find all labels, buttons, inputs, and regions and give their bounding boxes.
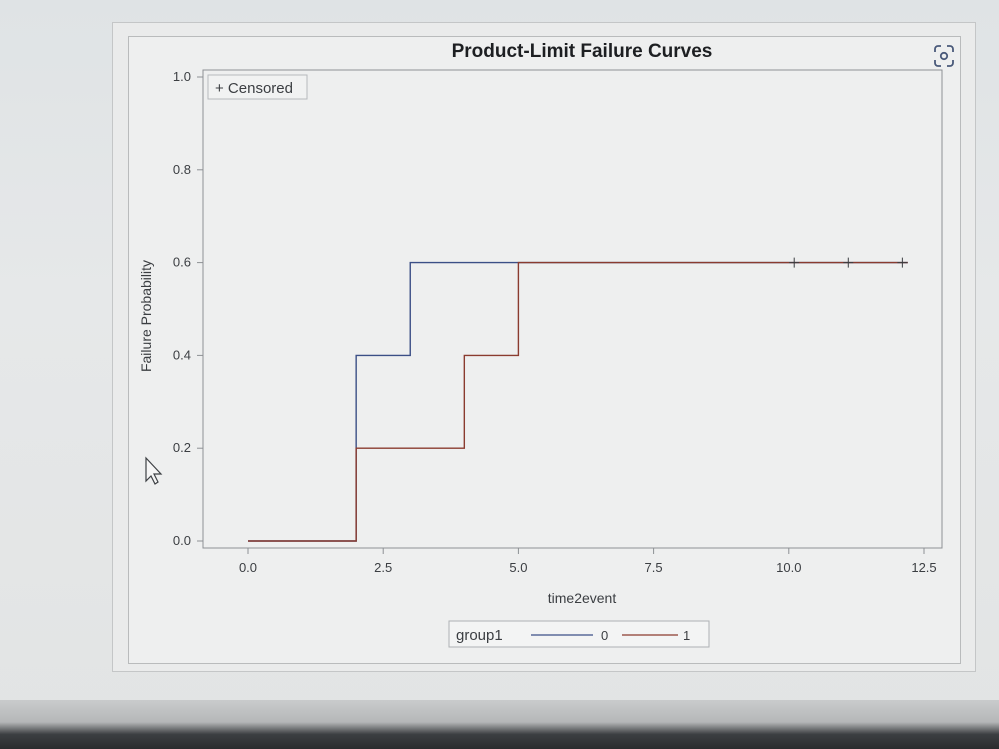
legend-label-1: 1 [683, 628, 690, 643]
series-1-line [248, 261, 908, 542]
x-tick-label: 0.0 [239, 560, 257, 575]
monitor-bezel [0, 700, 999, 749]
x-tick-label: 10.0 [776, 560, 801, 575]
censor-layer [789, 257, 908, 268]
x-tick-label: 5.0 [509, 560, 527, 575]
mouse-cursor-icon [145, 456, 163, 485]
legend-title: group1 [456, 627, 503, 644]
y-axis: 0.0 0.2 0.4 0.6 0.8 1.0 [173, 69, 203, 548]
y-tick-label: 1.0 [173, 69, 191, 84]
x-axis: 0.0 2.5 5.0 7.5 10.0 12.5 [239, 548, 937, 575]
censored-legend-label: + Censored [215, 80, 293, 97]
y-tick-label: 0.6 [173, 255, 191, 270]
series-layer [248, 261, 908, 542]
censored-marker [843, 257, 854, 268]
censored-marker [897, 257, 908, 268]
screenshot-icon[interactable] [934, 45, 954, 67]
y-tick-label: 0.0 [173, 533, 191, 548]
plot-area [202, 69, 943, 549]
x-tick-label: 12.5 [911, 560, 936, 575]
y-axis-label: Failure Probability [138, 260, 154, 372]
x-axis-label: time2event [548, 590, 617, 606]
censored-marker [789, 257, 800, 268]
y-tick-label: 0.4 [173, 347, 191, 362]
chart-title: Product-Limit Failure Curves [452, 41, 713, 62]
group-legend: group1 0 1 [448, 620, 710, 648]
x-tick-label: 7.5 [645, 560, 663, 575]
y-tick-label: 0.2 [173, 440, 191, 455]
x-tick-label: 2.5 [374, 560, 392, 575]
y-tick-label: 0.8 [173, 162, 191, 177]
censored-legend: + Censored [207, 74, 308, 100]
legend-label-0: 0 [601, 628, 608, 643]
